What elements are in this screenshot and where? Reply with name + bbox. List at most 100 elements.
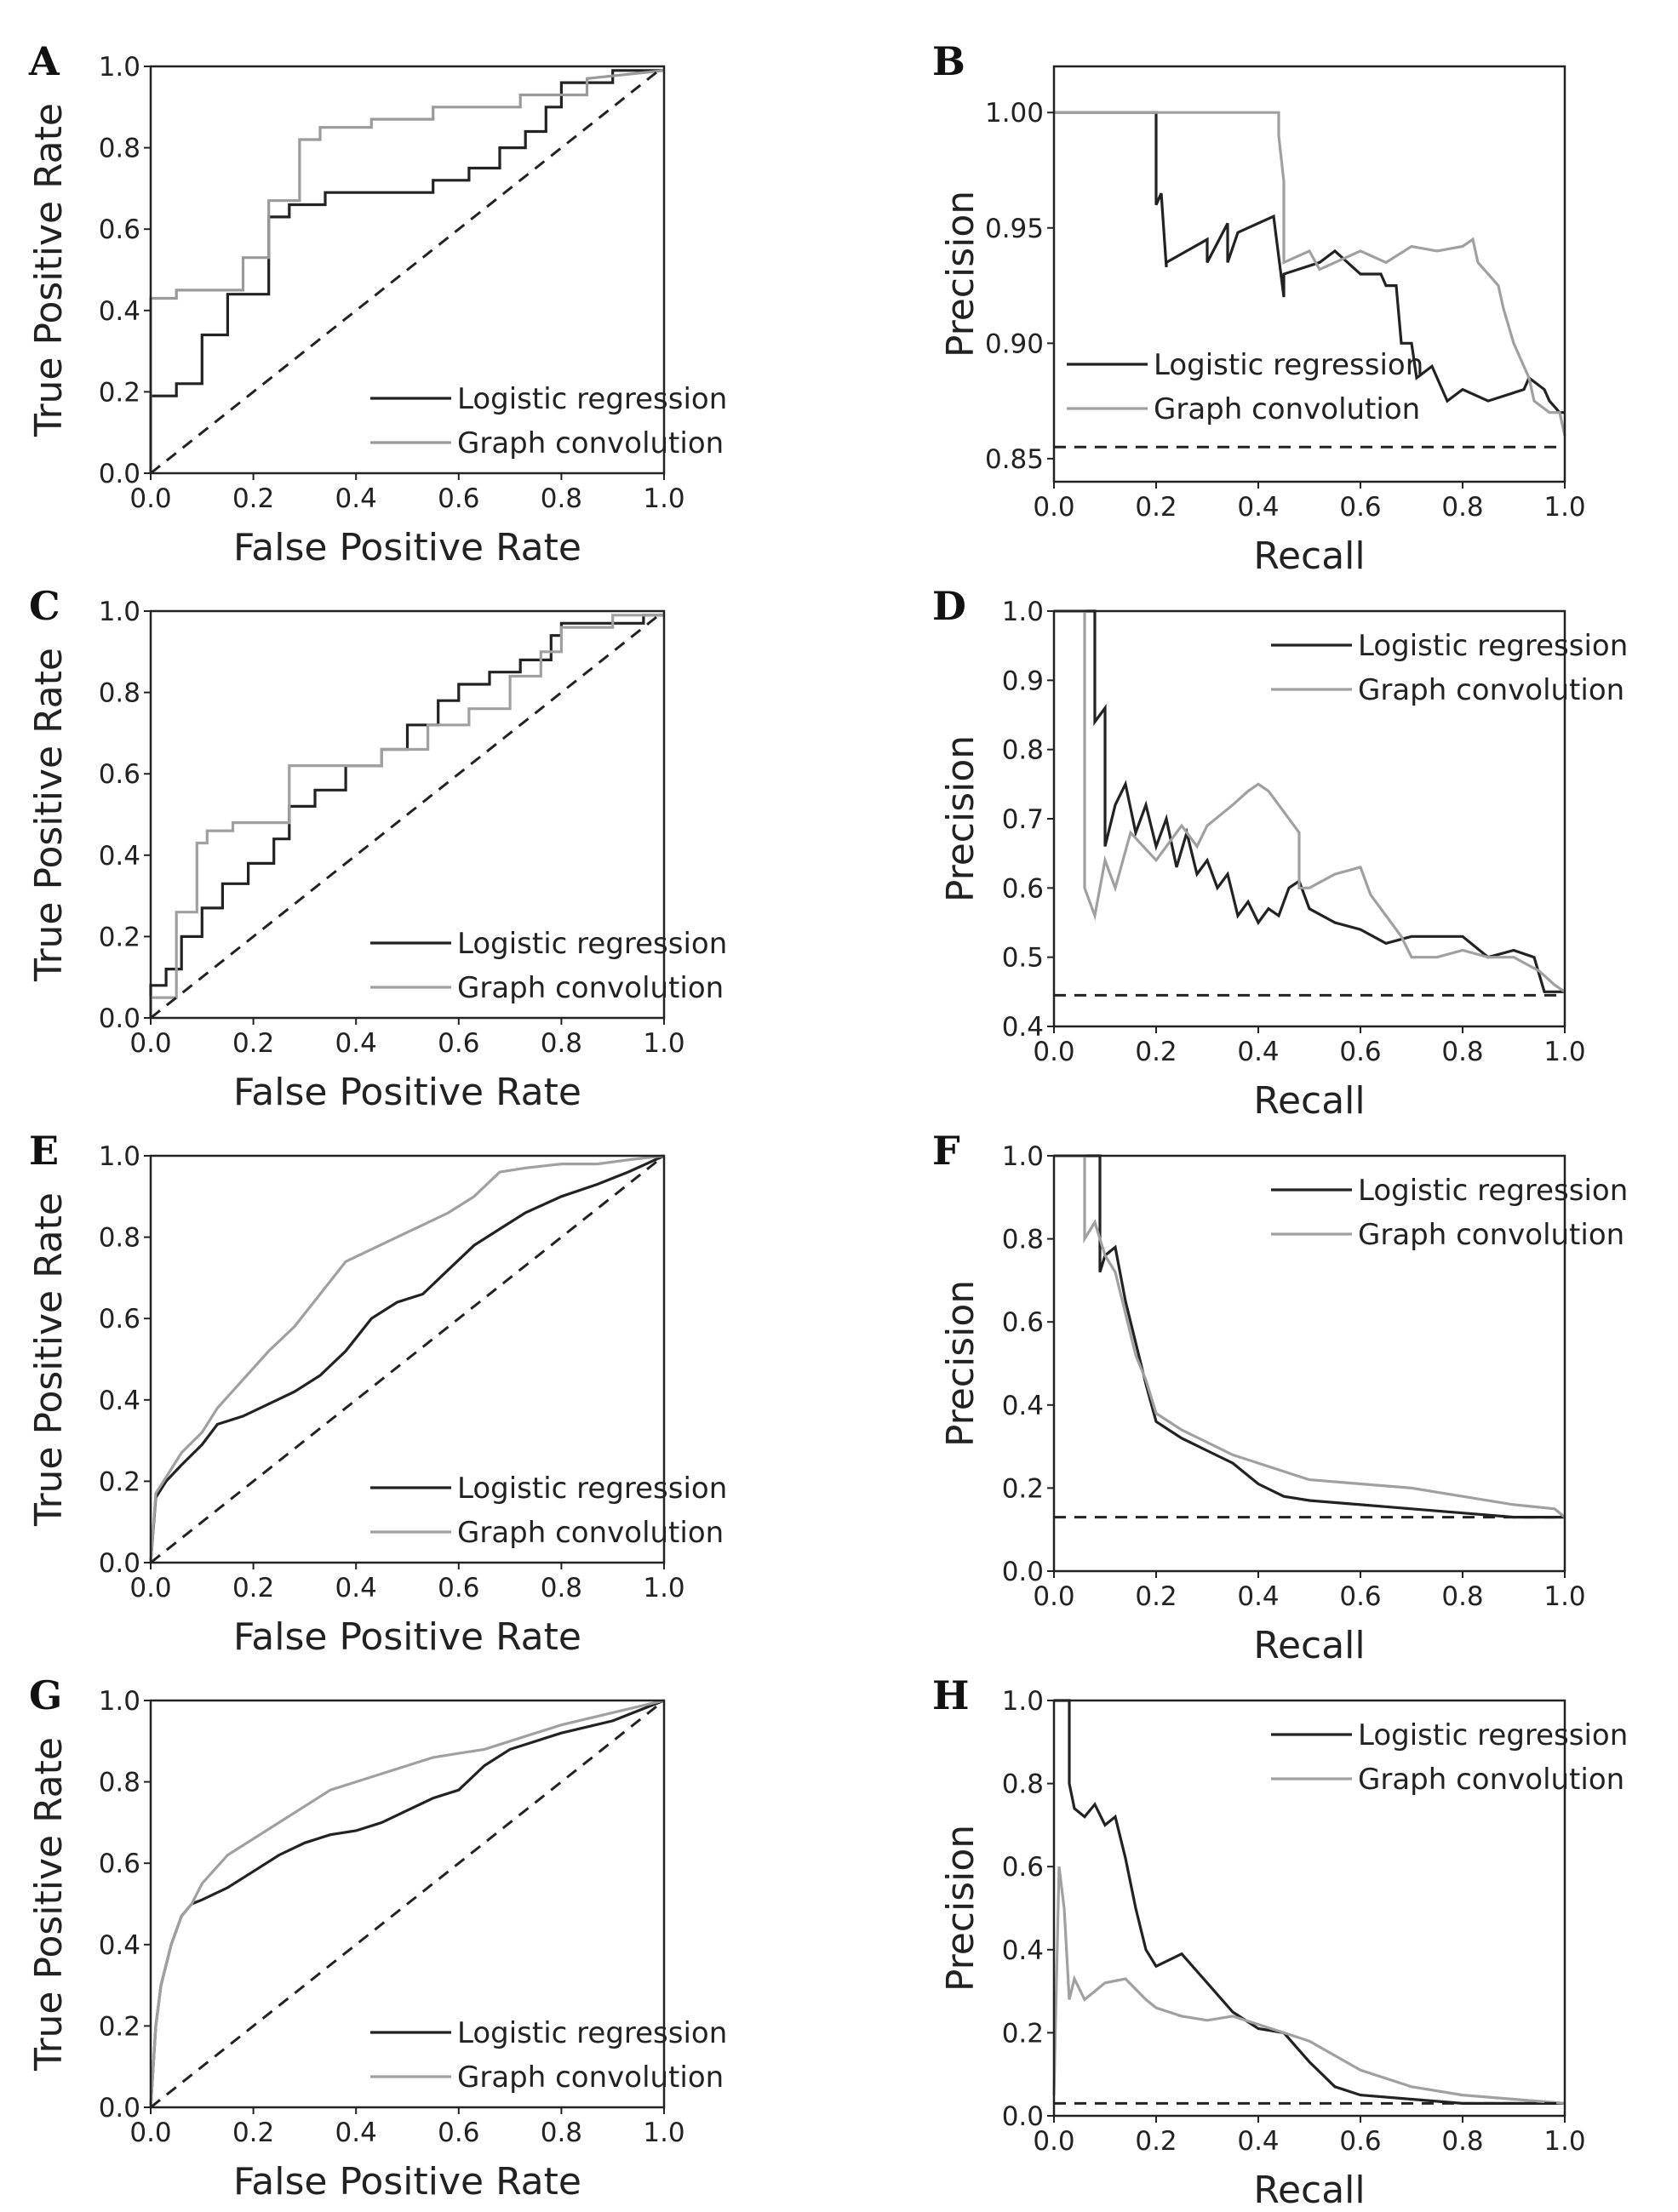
legend-label: Graph convolution [457, 426, 724, 460]
x-tick-label: 0.6 [438, 1573, 479, 1603]
x-tick-label: 0.8 [541, 483, 582, 514]
logistic-regression-line [1054, 1700, 1565, 2103]
y-tick-label: 0.4 [99, 1386, 140, 1416]
panel-f: F 0.0 0.2 0.4 0.6 0.8 1.0 0.0 0.2 0.4 0.6 0.8 1.0 Rec… [932, 1128, 1628, 1667]
y-tick-label: 1.0 [1002, 597, 1044, 627]
y-tick-label: 0.5 [1002, 943, 1044, 974]
legend: Logistic regression Graph convolution [1067, 348, 1423, 426]
x-axis-title: False Positive Rate [233, 1615, 581, 1659]
panel-letter: H [932, 1672, 969, 1718]
x-tick-label: 0.0 [1033, 492, 1074, 523]
x-tick-label: 0.4 [1237, 1581, 1279, 1612]
y-axis-title: Precision [939, 735, 982, 902]
x-tick-label: 1.0 [1543, 1037, 1585, 1067]
y-tick-label: 1.00 [985, 98, 1044, 129]
y-axis-title: True Positive Rate [27, 103, 71, 437]
legend-label: Logistic regression [457, 382, 727, 416]
x-tick-label: 1.0 [1543, 1581, 1585, 1612]
y-tick-label: 0.6 [1002, 1307, 1044, 1338]
legend: Logistic regression Graph convolution [370, 2016, 727, 2095]
x-tick-label: 1.0 [1543, 2126, 1585, 2157]
y-tick-label: 0.2 [1002, 1473, 1044, 1504]
x-tick-label: 0.6 [438, 483, 479, 514]
y-tick-label: 0.2 [99, 922, 140, 952]
x-tick-label: 0.2 [1135, 2126, 1177, 2157]
panel-d: D0.0 0.2 0.4 0.6 0.8 1.00.40.50.60.70.80.91.0… [932, 583, 1628, 1123]
x-tick-label: 0.6 [438, 2118, 479, 2148]
legend: Logistic regression Graph convolution [370, 1472, 727, 1550]
x-tick-label: 0.2 [232, 483, 274, 514]
y-tick-label: 1.0 [99, 1686, 140, 1717]
legend-label: Graph convolution [1358, 1763, 1624, 1797]
y-tick-label: 1.0 [99, 597, 140, 627]
y-tick-label: 0.4 [1002, 1935, 1044, 1966]
panel-b: B 0.0 0.2 0.4 0.6 0.8 1.0 0.85 0.90 0.95 1.00 Recal… [932, 38, 1586, 578]
x-tick-label: 0.4 [335, 1028, 377, 1059]
legend-label: Logistic regression [1358, 1174, 1628, 1208]
y-axis-title: Precision [939, 191, 982, 357]
legend-label: Logistic regression [457, 1472, 727, 1506]
x-tick-label: 0.6 [1339, 492, 1381, 523]
legend: Logistic regression Graph convolution [370, 382, 727, 460]
y-tick-label: 0.8 [99, 134, 140, 164]
x-tick-label: 0.4 [1237, 1037, 1279, 1067]
x-tick-label: 0.2 [1135, 492, 1177, 523]
x-tick-label: 0.8 [1441, 2126, 1483, 2157]
x-tick-label: 0.6 [1339, 1037, 1381, 1067]
y-tick-label: 0.0 [1002, 1557, 1044, 1587]
legend: Logistic regression Graph convolution [370, 927, 727, 1005]
y-tick-label: 0.0 [99, 1003, 140, 1034]
x-tick-label: 0.8 [541, 1573, 582, 1603]
y-tick-label: 0.8 [1002, 1769, 1044, 1800]
x-tick-label: 0.6 [1339, 2126, 1381, 2157]
panel-g: G 0.0 0.2 0.4 0.6 0.8 1.0 0.0 0.2 0.4 0.6 0.8 1.0 Fal… [27, 1672, 727, 2203]
y-tick-label: 0.2 [99, 377, 140, 408]
x-tick-label: 0.4 [335, 1573, 377, 1603]
y-tick-label: 0.95 [985, 214, 1044, 244]
y-axis-title: True Positive Rate [27, 1192, 71, 1527]
y-tick-label: 0.6 [1002, 873, 1044, 904]
y-tick-label: 0.6 [99, 759, 140, 790]
y-tick-label: 0.0 [99, 1548, 140, 1579]
legend-label: Graph convolution [1358, 673, 1624, 707]
panel-letter: E [29, 1128, 59, 1174]
x-tick-label: 0.8 [1441, 492, 1483, 523]
graph-convolution-line [1054, 112, 1565, 436]
legend: Logistic regression Graph convolution [1271, 1718, 1628, 1797]
logistic-regression-line [1054, 611, 1565, 992]
x-tick-label: 1.0 [1543, 492, 1585, 523]
x-tick-label: 0.8 [541, 1028, 582, 1059]
y-tick-label: 1.0 [1002, 1141, 1044, 1172]
y-axis-title: Precision [939, 1825, 982, 1992]
legend-label: Logistic regression [1154, 348, 1423, 382]
x-tick-label: 0.4 [1237, 2126, 1279, 2157]
y-tick-label: 1.0 [99, 1141, 140, 1172]
x-axis-title: Recall [1253, 2169, 1365, 2212]
graph-convolution-line [1054, 611, 1565, 992]
panel-letter: F [932, 1128, 960, 1174]
y-tick-label: 0.4 [99, 1930, 140, 1961]
x-tick-label: 0.2 [232, 2118, 274, 2148]
panel-c: C0.0 0.2 0.4 0.6 0.8 1.00.00.20.40.60.81.0Fal… [27, 583, 727, 1114]
x-tick-label: 0.4 [335, 483, 377, 514]
y-tick-label: 0.8 [99, 1223, 140, 1254]
y-tick-label: 1.0 [99, 52, 140, 83]
x-axis-title: False Positive Rate [233, 2160, 581, 2203]
x-tick-label: 1.0 [643, 1028, 684, 1059]
x-tick-label: 0.4 [335, 2118, 377, 2148]
y-tick-label: 0.9 [1002, 666, 1044, 696]
x-tick-label: 0.4 [1237, 492, 1279, 523]
y-axis-title: True Positive Rate [27, 648, 71, 982]
x-tick-label: 0.6 [1339, 1581, 1381, 1612]
legend-label: Logistic regression [1358, 1718, 1628, 1752]
y-tick-label: 0.2 [1002, 2018, 1044, 2049]
y-tick-label: 0.90 [985, 329, 1044, 359]
y-tick-label: 0.8 [99, 678, 140, 709]
figure: A0.0 0.2 0.4 0.6 0.8 1.00.00.20.40.60.81.0Fal… [0, 0, 1678, 2212]
panel-letter: B [932, 38, 965, 84]
graph-convolution-line [1054, 1866, 1565, 2103]
x-axis-title: Recall [1253, 1079, 1365, 1123]
legend: Logistic regression Graph convolution [1271, 629, 1628, 707]
x-axis-title: Recall [1253, 1624, 1365, 1667]
y-tick-label: 0.0 [99, 2093, 140, 2123]
